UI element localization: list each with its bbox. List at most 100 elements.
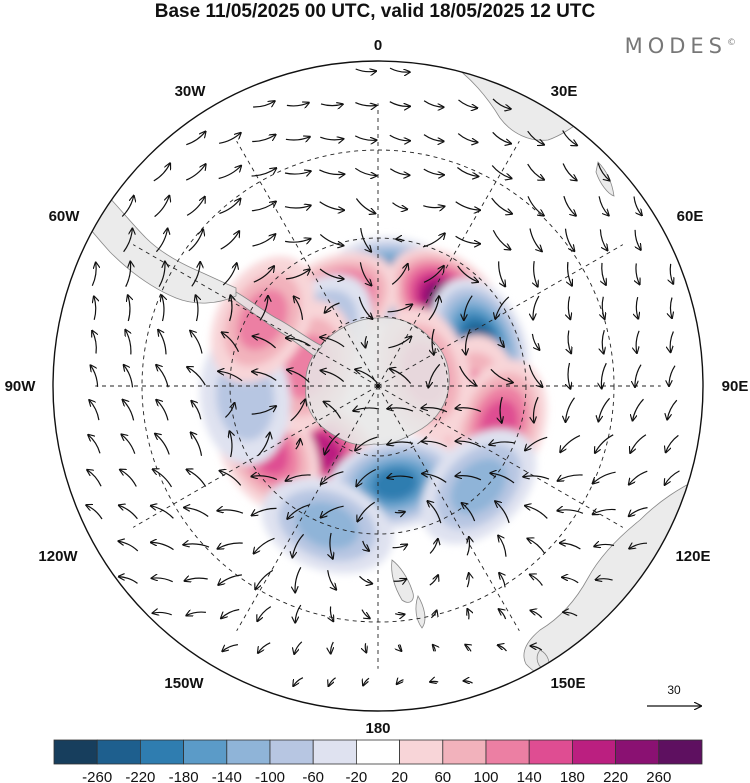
wind-vector bbox=[562, 163, 577, 181]
wind-vector bbox=[527, 538, 546, 554]
wind-vector bbox=[293, 677, 304, 687]
wind-vector bbox=[252, 507, 277, 515]
wind-vector bbox=[285, 474, 311, 481]
wind-vector bbox=[423, 134, 444, 142]
wind-vector bbox=[186, 469, 207, 487]
wind-vector bbox=[118, 541, 139, 552]
wind-vector bbox=[255, 569, 274, 589]
wind-vector bbox=[396, 239, 405, 241]
wind-vector bbox=[188, 229, 203, 252]
wind-vector bbox=[217, 510, 244, 514]
wind-vector bbox=[527, 196, 544, 215]
wind-vector bbox=[254, 537, 275, 553]
wind-vector bbox=[284, 171, 311, 174]
wind-vector bbox=[259, 296, 268, 321]
wind-vector bbox=[459, 365, 477, 386]
modes-logo: MODES© bbox=[625, 34, 736, 58]
wind-vector bbox=[365, 643, 366, 652]
wind-vector bbox=[525, 506, 548, 519]
wind-vector bbox=[220, 231, 240, 250]
wind-vector bbox=[252, 234, 276, 247]
wind-vector bbox=[295, 604, 302, 623]
reference-vector-label: 30 bbox=[667, 683, 681, 697]
wind-vector bbox=[87, 470, 102, 487]
lon-label-30w: 30W bbox=[175, 83, 207, 100]
wind-vector bbox=[253, 266, 274, 283]
meridian-line bbox=[132, 244, 379, 387]
wind-vector bbox=[294, 296, 304, 320]
colorbar-tick-label: -220 bbox=[125, 769, 155, 783]
lon-label-0: 0 bbox=[374, 37, 382, 54]
colorbar-tick-label: 100 bbox=[473, 769, 498, 783]
lon-label-60w: 60W bbox=[49, 208, 81, 225]
wind-vector bbox=[191, 262, 200, 287]
wind-vector bbox=[221, 608, 240, 619]
wind-vector bbox=[533, 295, 540, 320]
south-pole-marker bbox=[376, 384, 380, 388]
colorbar-swatch bbox=[269, 739, 314, 765]
map-border bbox=[52, 60, 704, 712]
wind-vector bbox=[363, 677, 370, 685]
wind-vector bbox=[328, 677, 336, 687]
wind-vector bbox=[498, 535, 507, 557]
wind-vector bbox=[187, 367, 206, 386]
wind-vector bbox=[389, 369, 412, 384]
wind-vector bbox=[321, 471, 344, 485]
wind-vector bbox=[495, 296, 510, 319]
wind-vector bbox=[457, 265, 479, 282]
wind-vector bbox=[636, 263, 640, 284]
wind-vector bbox=[530, 646, 543, 651]
wind-vector bbox=[423, 100, 444, 107]
wind-vector bbox=[636, 296, 638, 319]
lon-label-120e: 120E bbox=[675, 548, 710, 565]
wind-vector bbox=[218, 371, 243, 382]
wind-vector bbox=[128, 295, 130, 322]
lon-label-90e: 90E bbox=[722, 378, 749, 395]
colorbar-tick-label: 140 bbox=[517, 769, 542, 783]
wind-vector bbox=[528, 364, 542, 387]
wind-vector bbox=[153, 469, 173, 488]
wind-vector bbox=[158, 330, 167, 355]
wind-vector bbox=[253, 101, 275, 108]
wind-vector bbox=[670, 331, 674, 353]
wind-vector bbox=[602, 330, 604, 354]
lon-label-150e: 150E bbox=[550, 675, 585, 692]
wind-vector bbox=[392, 544, 408, 547]
colorbar-tick-label: 180 bbox=[560, 769, 585, 783]
wind-vector bbox=[592, 471, 616, 484]
wind-vector bbox=[422, 233, 445, 248]
wind-vector bbox=[560, 435, 581, 453]
wind-vector bbox=[428, 296, 439, 321]
wind-vector bbox=[499, 573, 505, 588]
meridian-line bbox=[377, 385, 520, 632]
wind-vector bbox=[356, 468, 377, 487]
wind-vector bbox=[633, 196, 642, 216]
meridian-line bbox=[377, 244, 624, 387]
wind-vector bbox=[489, 442, 516, 445]
wind-vector bbox=[630, 434, 647, 453]
wind-vector bbox=[287, 504, 310, 519]
wind-vector bbox=[124, 365, 134, 388]
wind-vector bbox=[158, 261, 165, 287]
wind-vector bbox=[432, 328, 434, 355]
wind-vector bbox=[319, 169, 344, 175]
wind-vector bbox=[387, 304, 413, 313]
wind-vector bbox=[665, 470, 680, 485]
wind-vector bbox=[394, 512, 405, 513]
wind-vector bbox=[355, 369, 378, 384]
wind-vector bbox=[355, 198, 375, 214]
lon-label-60e: 60E bbox=[677, 208, 704, 225]
wind-vector bbox=[354, 135, 377, 140]
wind-vector bbox=[162, 295, 164, 322]
wind-vector bbox=[391, 264, 408, 285]
wind-vector bbox=[523, 476, 550, 480]
wind-vector bbox=[394, 614, 405, 615]
wind-vector bbox=[534, 261, 538, 287]
wind-vector bbox=[229, 431, 232, 458]
wind-vector bbox=[257, 432, 270, 457]
meridian-line bbox=[132, 385, 379, 528]
colorbar-tick-label: 20 bbox=[391, 769, 408, 783]
colorbar-tick-label: 60 bbox=[434, 769, 451, 783]
wind-vector bbox=[433, 645, 436, 652]
wind-vector bbox=[251, 201, 276, 212]
